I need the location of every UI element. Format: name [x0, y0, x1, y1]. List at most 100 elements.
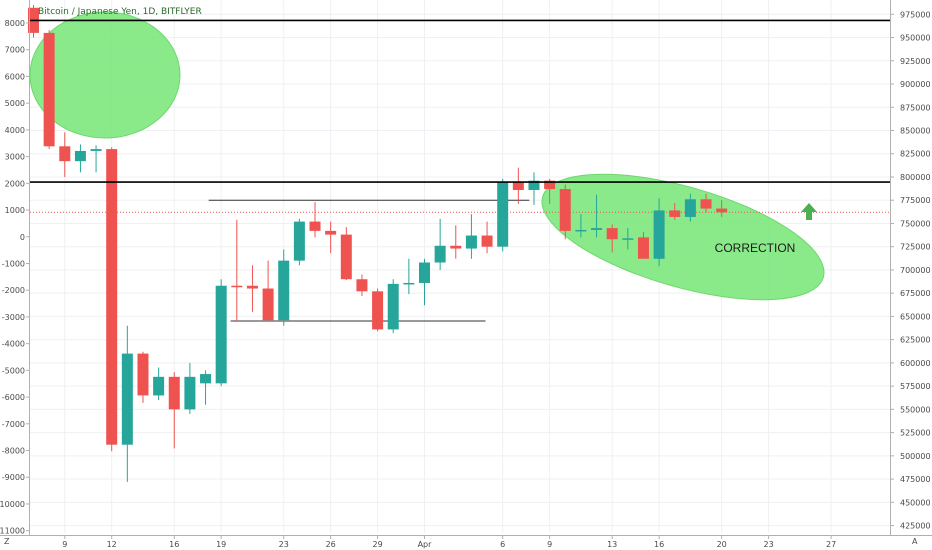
left-tick-label: 5000: [5, 99, 25, 108]
chart-title: Bitcoin / Japanese Yen, 1D, BITFLYER: [38, 7, 202, 17]
candle-body: [700, 199, 712, 209]
candle-body: [106, 149, 118, 445]
right-tick-label: 925000: [900, 57, 931, 66]
candle-body: [325, 230, 337, 235]
candle-body: [544, 180, 556, 190]
left-tick-label: -5000: [2, 366, 25, 375]
up-arrow-icon: [801, 203, 817, 220]
candle-body: [137, 353, 149, 396]
bottom-tick-label: 26: [326, 540, 336, 549]
right-tick-label: 525000: [900, 429, 931, 438]
bottom-tick-label: 9: [62, 540, 67, 549]
candle-body: [684, 199, 696, 217]
right-tick-label: 775000: [900, 196, 931, 205]
candle-body: [403, 282, 415, 285]
left-tick-label: -2000: [2, 286, 25, 295]
candle-body: [121, 353, 133, 445]
correction-label: CORRECTION: [715, 241, 796, 255]
candle-body: [669, 210, 681, 217]
candle-body: [419, 262, 430, 283]
highlight-zones: [29, 11, 825, 301]
left-tick-label: -3000: [2, 313, 25, 322]
right-tick-label: 550000: [900, 405, 931, 414]
bottom-tick-label: 12: [107, 540, 117, 549]
right-tick-label: 750000: [900, 219, 931, 228]
left-tick-label: -6000: [2, 393, 25, 402]
right-tick-label: 650000: [900, 312, 931, 321]
candle-body: [387, 283, 399, 330]
candle-body: [278, 260, 290, 321]
candle-body: [606, 228, 618, 240]
right-tick-label: 975000: [900, 10, 931, 19]
right-tick-label: 450000: [900, 498, 931, 507]
bottom-tick-label: 13: [607, 540, 617, 549]
left-tick-label: -11000: [0, 527, 25, 536]
left-tick-label: 0: [20, 233, 25, 242]
axis-corner-left: Z: [4, 537, 10, 546]
bottom-tick-label: Apr: [418, 540, 433, 549]
candle-body: [168, 376, 180, 410]
bottom-tick-label: 19: [216, 540, 226, 549]
candle-body: [653, 210, 665, 259]
left-tick-label: 8000: [5, 19, 25, 28]
bottom-tick-label: 16: [169, 540, 179, 549]
candle-body: [74, 150, 86, 162]
right-tick-label: 950000: [900, 34, 931, 43]
left-tick-label: 3000: [5, 153, 25, 162]
bottom-tick-label: 20: [717, 540, 727, 549]
candle-body: [559, 189, 571, 231]
bottom-tick-label: 29: [372, 540, 382, 549]
axis-corner-right: A: [912, 537, 918, 546]
left-tick-label: 1000: [5, 206, 25, 215]
bottom-tick-label: 27: [826, 540, 836, 549]
right-axis-panel: [890, 0, 932, 550]
candle-body: [465, 235, 477, 249]
candle-body: [481, 235, 493, 247]
candle-body: [246, 285, 258, 289]
candle-body: [450, 245, 462, 249]
candle-body: [43, 32, 55, 147]
right-tick-label: 575000: [900, 382, 931, 391]
candle-body: [200, 374, 212, 384]
right-tick-label: 600000: [900, 359, 931, 368]
candle-body: [340, 234, 352, 280]
candle-body: [575, 229, 587, 232]
bottom-tick-label: 16: [654, 540, 664, 549]
candle-body: [434, 245, 446, 263]
candle-body: [716, 208, 728, 213]
right-tick-label: 625000: [900, 336, 931, 345]
bottom-tick-label: 23: [763, 540, 773, 549]
candle-body: [90, 149, 102, 151]
candle-body: [591, 228, 603, 230]
bottom-tick-label: 6: [500, 540, 505, 549]
candle-body: [184, 376, 196, 410]
candle-body: [497, 181, 509, 247]
right-tick-label: 800000: [900, 173, 931, 182]
candle-body: [622, 238, 634, 240]
candles: [28, 5, 728, 482]
left-tick-label: -4000: [2, 340, 25, 349]
bottom-tick-label: 9: [547, 540, 552, 549]
right-tick-label: 475000: [900, 475, 931, 484]
bottom-tick-label: 23: [279, 540, 289, 549]
left-tick-label: -1000: [2, 259, 25, 268]
right-tick-label: 500000: [900, 452, 931, 461]
candle-body: [637, 237, 649, 259]
trend-lines: [30, 199, 890, 322]
candle-body: [293, 221, 305, 261]
right-tick-label: 900000: [900, 80, 931, 89]
right-tick-label: 875000: [900, 103, 931, 112]
candle-body: [372, 291, 384, 330]
right-tick-label: 825000: [900, 150, 931, 159]
left-tick-label: 6000: [5, 72, 25, 81]
candle-body: [215, 285, 227, 384]
left-tick-label: -7000: [2, 420, 25, 429]
left-tick-label: -9000: [2, 473, 25, 482]
right-tick-label: 675000: [900, 289, 931, 298]
candle-body: [153, 376, 165, 396]
left-tick-label: 4000: [5, 126, 25, 135]
left-tick-label: -8000: [2, 447, 25, 456]
correction-zone: [541, 173, 825, 301]
